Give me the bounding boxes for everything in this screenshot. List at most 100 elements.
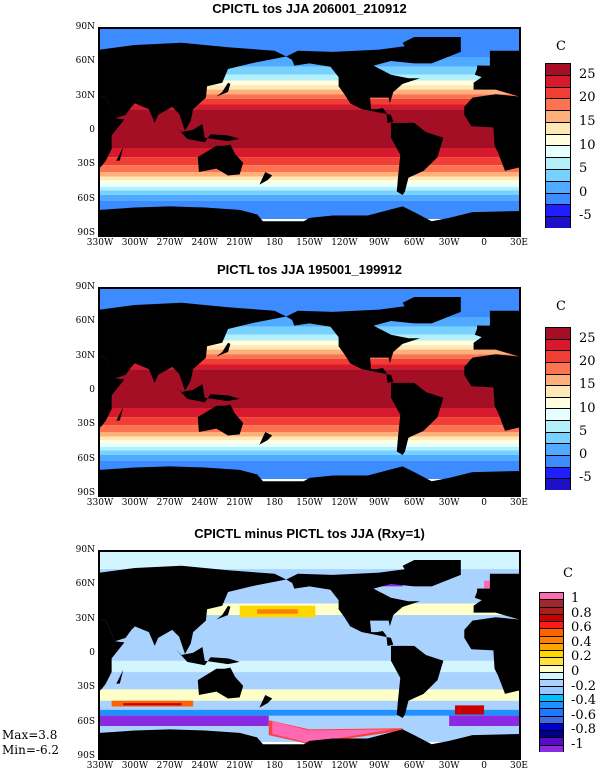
colorbar-swatch	[545, 180, 571, 193]
land	[197, 144, 244, 176]
lon-tick-label: 60W	[403, 761, 425, 771]
lat-tick-label: 30S	[77, 159, 95, 170]
colorbar-unit: C	[556, 299, 566, 314]
ocean-band	[100, 369, 519, 409]
panel-title: CPICTL tos JJA 206001_210912	[212, 1, 407, 16]
land	[175, 646, 240, 666]
land	[390, 645, 444, 718]
ocean-band	[100, 450, 519, 455]
colorbar-label: 5	[579, 161, 588, 177]
land	[100, 42, 287, 131]
land	[259, 432, 273, 445]
land	[216, 605, 231, 620]
lat-tick-label: 90S	[77, 751, 95, 761]
colorbar-swatch	[539, 657, 564, 665]
colorbar-swatch	[539, 628, 564, 636]
land	[402, 297, 461, 324]
panel-title: CPICTL minus PICTL tos JJA (Rxy=1)	[194, 526, 425, 541]
lat-tick-label: 0	[89, 385, 95, 395]
panel-title: PICTL tos JJA 195001_199912	[216, 262, 402, 277]
colorbar-label: 5	[579, 423, 588, 439]
lon-tick-label: 210W	[226, 761, 253, 771]
colorbar-swatch	[539, 671, 564, 680]
colorbar-label: -0.2	[571, 678, 597, 694]
colorbar-swatch	[545, 408, 571, 421]
land	[175, 123, 240, 143]
ocean-band	[100, 425, 519, 433]
lon-tick-label: 0	[481, 238, 487, 248]
land	[464, 617, 519, 694]
lat-tick-label: 30S	[77, 682, 95, 693]
colorbar-label: 15	[579, 113, 596, 129]
lon-tick-label: 240W	[191, 238, 218, 248]
colorbar-swatch	[539, 722, 564, 731]
lon-tick-label: 150W	[296, 238, 323, 248]
lon-tick-label: 60W	[403, 238, 425, 248]
colorbar-label: 1	[571, 591, 580, 607]
lat-tick-label: 30S	[77, 419, 95, 430]
colorbar-unit: C	[556, 39, 566, 54]
colorbar-label: -1	[571, 736, 584, 752]
land	[259, 172, 273, 185]
colorbar-swatch	[545, 350, 571, 362]
colorbar-swatch	[539, 700, 564, 709]
colorbar-swatch	[545, 420, 571, 432]
colorbar-swatch	[545, 133, 571, 146]
min-value: Min=-6.2	[2, 743, 60, 757]
lon-tick-label: 90W	[368, 238, 390, 248]
land	[216, 82, 231, 97]
colorbar-swatch	[545, 157, 571, 170]
colorbar-swatch	[545, 466, 571, 479]
colorbar-unit: C	[563, 566, 573, 581]
land	[100, 466, 519, 495]
max-value: Max=3.8	[2, 728, 58, 742]
ocean-band	[100, 104, 519, 110]
lon-tick-label: 120W	[331, 238, 358, 248]
colorbar-swatch	[545, 216, 571, 228]
colorbar-label: 0	[571, 664, 580, 679]
colorbar-swatch	[539, 737, 564, 745]
land	[116, 669, 124, 684]
ocean-band	[100, 190, 519, 195]
lon-tick-label: 90W	[368, 498, 390, 508]
ocean-band	[100, 660, 519, 673]
land	[100, 565, 287, 654]
ocean-band	[100, 194, 519, 201]
lat-tick-label: 90N	[75, 22, 95, 32]
land	[477, 65, 482, 75]
colorbar-label: -0.6	[571, 707, 597, 723]
lat-tick-label: 90N	[75, 282, 95, 292]
colorbar-swatch	[539, 642, 564, 651]
colorbar-swatch	[539, 635, 564, 643]
lat-tick-label: 60N	[75, 56, 95, 67]
map-plot	[98, 287, 521, 497]
ocean-band	[100, 148, 519, 158]
colorbar-swatch	[545, 110, 571, 122]
land	[100, 206, 519, 235]
lat-tick-label: 30N	[75, 613, 95, 624]
ocean-band	[100, 180, 519, 184]
colorbar-label: 20	[579, 90, 596, 106]
colorbar-swatch	[545, 385, 571, 397]
lat-tick-label: 90S	[77, 228, 95, 238]
colorbar-swatch	[539, 664, 564, 672]
ocean-band	[100, 440, 519, 444]
ocean-band	[257, 609, 298, 614]
colorbar-swatch	[539, 621, 564, 629]
lon-tick-label: 120W	[331, 498, 358, 508]
ocean-band	[100, 364, 519, 370]
colorbar-swatch	[545, 361, 571, 374]
map-plot	[98, 27, 521, 237]
land	[473, 573, 519, 620]
land	[286, 568, 421, 646]
lon-tick-label: 180	[265, 238, 284, 248]
ocean-band	[100, 715, 269, 726]
lon-tick-label: 330W	[86, 498, 114, 508]
land	[286, 45, 421, 123]
colorbar-swatch	[545, 169, 571, 181]
colorbar-swatch	[545, 98, 571, 111]
colorbar-label: -5	[579, 470, 592, 486]
lat-tick-label: 60S	[77, 193, 95, 204]
colorbar-swatch	[539, 708, 564, 716]
difference-map	[100, 552, 519, 758]
